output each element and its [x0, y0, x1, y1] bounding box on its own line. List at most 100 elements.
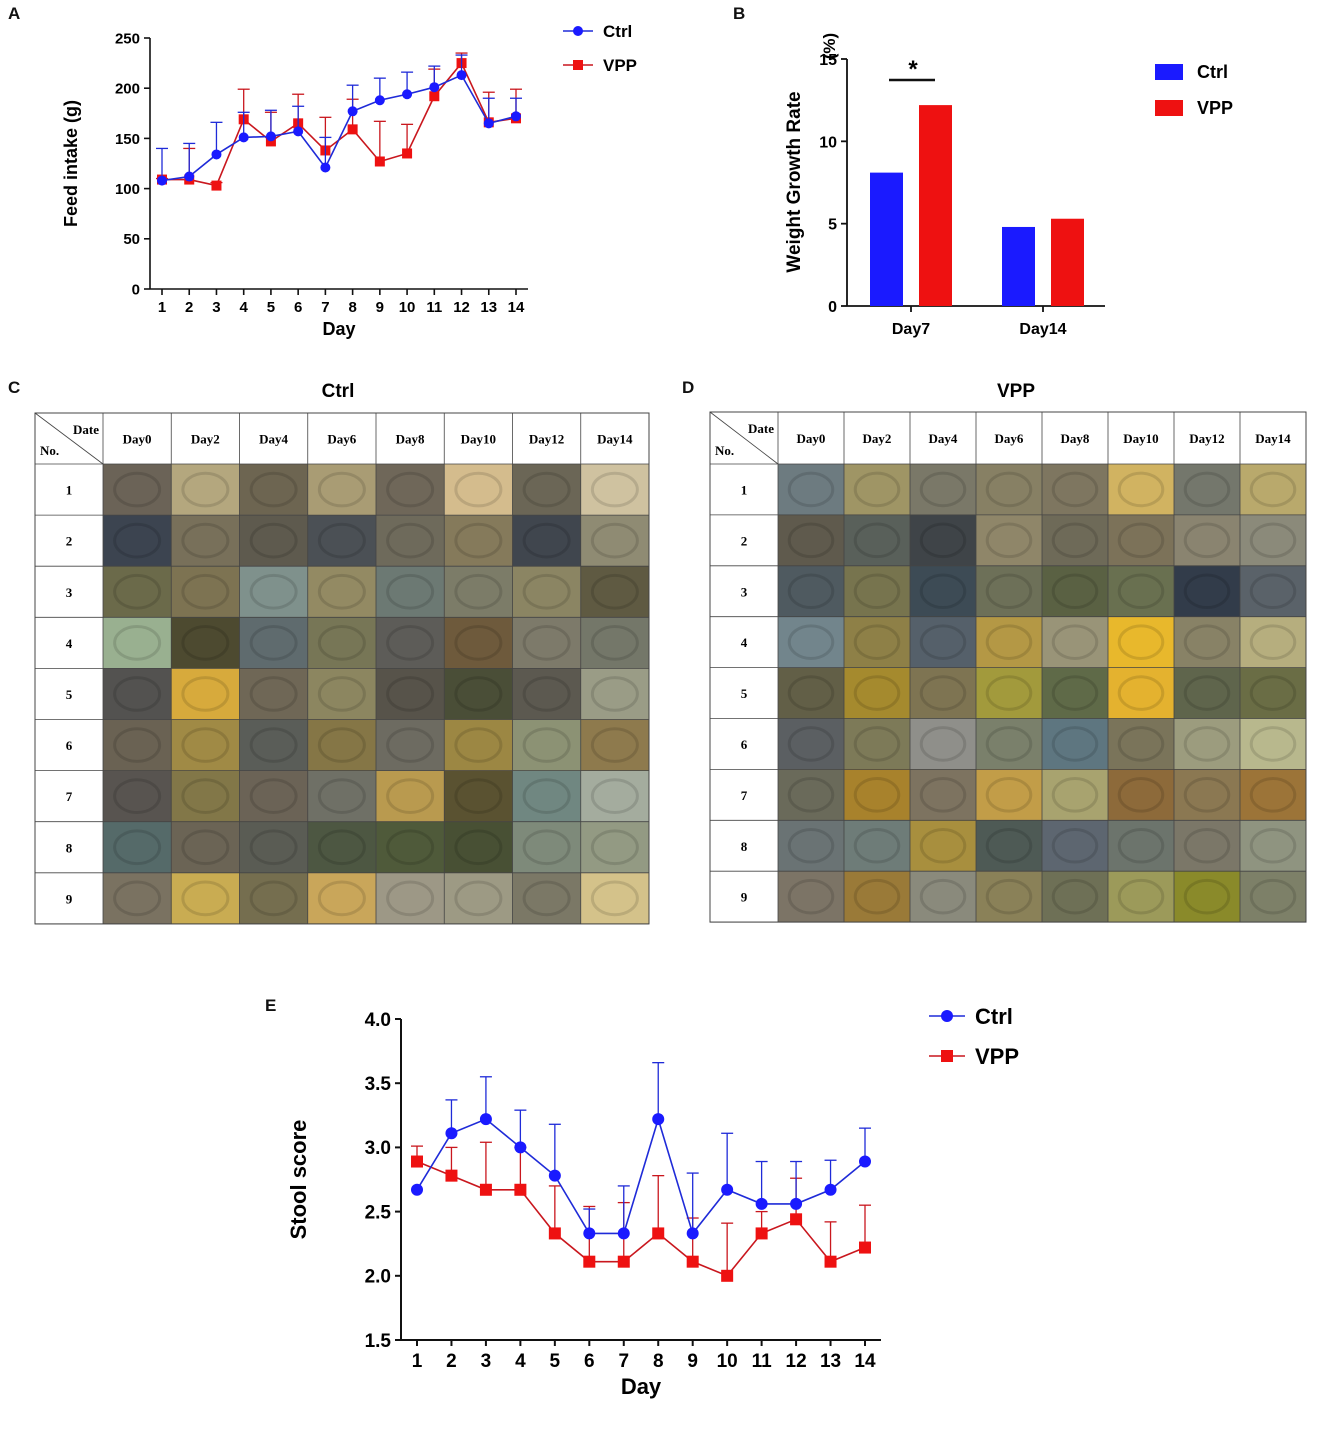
stool-score-vpp-point — [721, 1269, 734, 1282]
table-c-stool-sample — [181, 727, 230, 763]
stool-score-y-tick-label: 3.5 — [365, 1074, 392, 1095]
table-c-column-header: Day6 — [327, 432, 356, 447]
stool-score-vpp-point — [445, 1169, 458, 1182]
table-d-stool-sample — [1051, 726, 1099, 762]
table-c-stool-sample — [317, 522, 366, 559]
feed-intake-x-tick-label: 3 — [212, 299, 220, 316]
table-c-stool-sample — [454, 573, 503, 610]
table-d-stool-sample — [1117, 522, 1165, 559]
table-d-stool-sample — [1117, 777, 1165, 813]
table-c-stool-sample — [113, 778, 162, 815]
table-c-stool-sample — [386, 676, 435, 712]
table-d-column-header: Day14 — [1255, 431, 1291, 446]
table-d-stool-sample — [1051, 878, 1099, 915]
table-c-stool-sample — [317, 676, 366, 712]
stool-score-x-tick-label: 13 — [820, 1351, 841, 1372]
stool-score-vpp-point — [686, 1255, 699, 1268]
weight-growth-vpp-bar — [919, 105, 952, 307]
table-d-stool-sample — [1249, 522, 1297, 559]
table-d-stool-sample — [1183, 624, 1231, 660]
weight-growth-y-axis-label: Weight Growth Rate — [784, 91, 805, 272]
table-d-stool-sample — [985, 471, 1033, 508]
table-d-column-header: Day12 — [1189, 431, 1224, 446]
table-c-stool-sample — [181, 573, 230, 610]
table-d-stool-sample — [1117, 624, 1165, 660]
table-c-row-label: 3 — [66, 585, 73, 600]
table-d-stool-sample — [787, 573, 835, 610]
table-d-row-label: 4 — [741, 635, 748, 650]
table-d-stool-sample — [919, 624, 967, 660]
table-c-column-header: Day14 — [597, 432, 633, 447]
table-d-title: VPP — [997, 381, 1035, 402]
feed-intake-ctrl-point — [511, 111, 521, 122]
weight-growth-y-tick-label: 10 — [819, 134, 837, 151]
table-d-stool-sample — [1183, 777, 1231, 813]
table-c-column-header: Day0 — [123, 432, 152, 447]
stool-score-y-tick-label: 3.0 — [365, 1138, 391, 1159]
table-d-stool-sample — [853, 624, 901, 660]
table-d-stool-sample — [1117, 726, 1165, 762]
stool-score-ctrl-point — [686, 1227, 699, 1240]
table-c-stool-sample — [181, 471, 230, 508]
table-c-stool-sample — [386, 573, 435, 610]
feed-intake-y-tick-label: 100 — [115, 181, 140, 198]
table-d-row-label: 7 — [741, 788, 748, 803]
stool-score-y-tick-label: 2.5 — [365, 1202, 392, 1223]
feed-intake-ctrl-point — [402, 89, 413, 100]
stool-score-vpp-point — [755, 1227, 768, 1240]
feed-intake-x-tick-label: 2 — [185, 299, 193, 316]
table-c-stool-sample — [386, 880, 435, 917]
feed-intake-y-tick-label: 250 — [115, 30, 140, 47]
stool-score-legend-ctrl-marker — [941, 1010, 953, 1022]
stool-score-ctrl-point — [721, 1183, 734, 1196]
feed-intake-vpp-point — [265, 136, 276, 147]
weight-growth-y-unit: (%) — [820, 33, 839, 59]
table-d-stool-sample — [1051, 675, 1099, 711]
table-d-corner-diagonal — [709, 411, 779, 465]
table-c-stool-sample — [317, 880, 366, 917]
feed-intake-ctrl-point — [157, 175, 167, 186]
panel-label-d: D — [682, 378, 695, 397]
table-d-stool-sample — [1051, 471, 1099, 508]
table-c-title: Ctrl — [322, 381, 355, 402]
weight-growth-y-tick-label: 5 — [828, 217, 837, 234]
stool-score-ctrl-point — [617, 1227, 630, 1240]
table-c-row-label: 7 — [66, 789, 73, 804]
stool-score-vpp-point — [859, 1241, 871, 1254]
stool-score-ctrl-point — [583, 1227, 596, 1240]
stool-score-vpp-point — [583, 1255, 596, 1268]
table-d-row-label: 6 — [741, 737, 748, 752]
feed-intake-legend-ctrl-label: Ctrl — [603, 22, 632, 41]
table-c-stool-sample — [454, 471, 503, 508]
table-c-stool-sample — [590, 829, 639, 866]
table-d-stool-sample — [853, 522, 901, 559]
table-c-stool-sample — [181, 676, 230, 712]
stool-score-x-tick-label: 2 — [446, 1351, 457, 1372]
table-c-stool-sample — [522, 727, 571, 763]
table-c-stool-sample — [249, 829, 298, 866]
table-c-stool-sample — [181, 624, 230, 661]
table-d-stool-sample — [787, 624, 835, 660]
table-d-stool-sample — [985, 624, 1033, 660]
table-d-stool-sample — [1183, 522, 1231, 559]
table-c-stool-sample — [590, 522, 639, 559]
feed-intake-y-tick-label: 150 — [115, 131, 140, 148]
table-d-stool-sample — [1183, 726, 1231, 762]
stool-score-x-tick-label: 14 — [854, 1351, 876, 1372]
feed-intake-x-tick-label: 7 — [321, 299, 329, 316]
table-d-stool-sample — [853, 726, 901, 762]
table-c-stool-sample — [317, 471, 366, 508]
table-d-stool-sample — [1249, 573, 1297, 610]
feed-intake-x-tick-label: 12 — [453, 299, 470, 316]
table-d-stool-sample — [1117, 471, 1165, 508]
table-c-stool-sample — [113, 829, 162, 866]
table-d-corner-no: No. — [715, 443, 734, 458]
table-c-stool-sample — [590, 471, 639, 508]
table-c-row-label: 4 — [66, 636, 73, 651]
table-c-stool-sample — [249, 778, 298, 815]
table-c-stool-sample — [590, 676, 639, 712]
stool-score-ctrl-point — [859, 1155, 871, 1168]
table-c-row-label: 9 — [66, 891, 73, 906]
table-c-stool-sample — [317, 829, 366, 866]
table-c-stool-sample — [113, 522, 162, 559]
